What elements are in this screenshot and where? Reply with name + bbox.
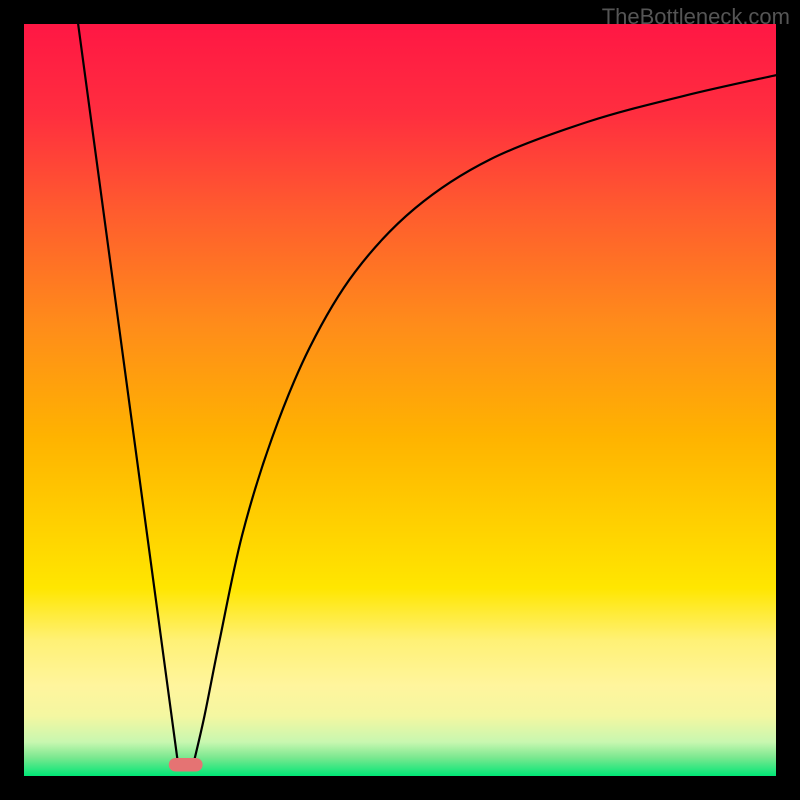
optimal-point-marker: [169, 758, 203, 772]
chart-svg: [0, 0, 800, 800]
bottleneck-chart: TheBottleneck.com: [0, 0, 800, 800]
watermark-text: TheBottleneck.com: [602, 4, 790, 30]
gradient-background: [24, 24, 776, 776]
